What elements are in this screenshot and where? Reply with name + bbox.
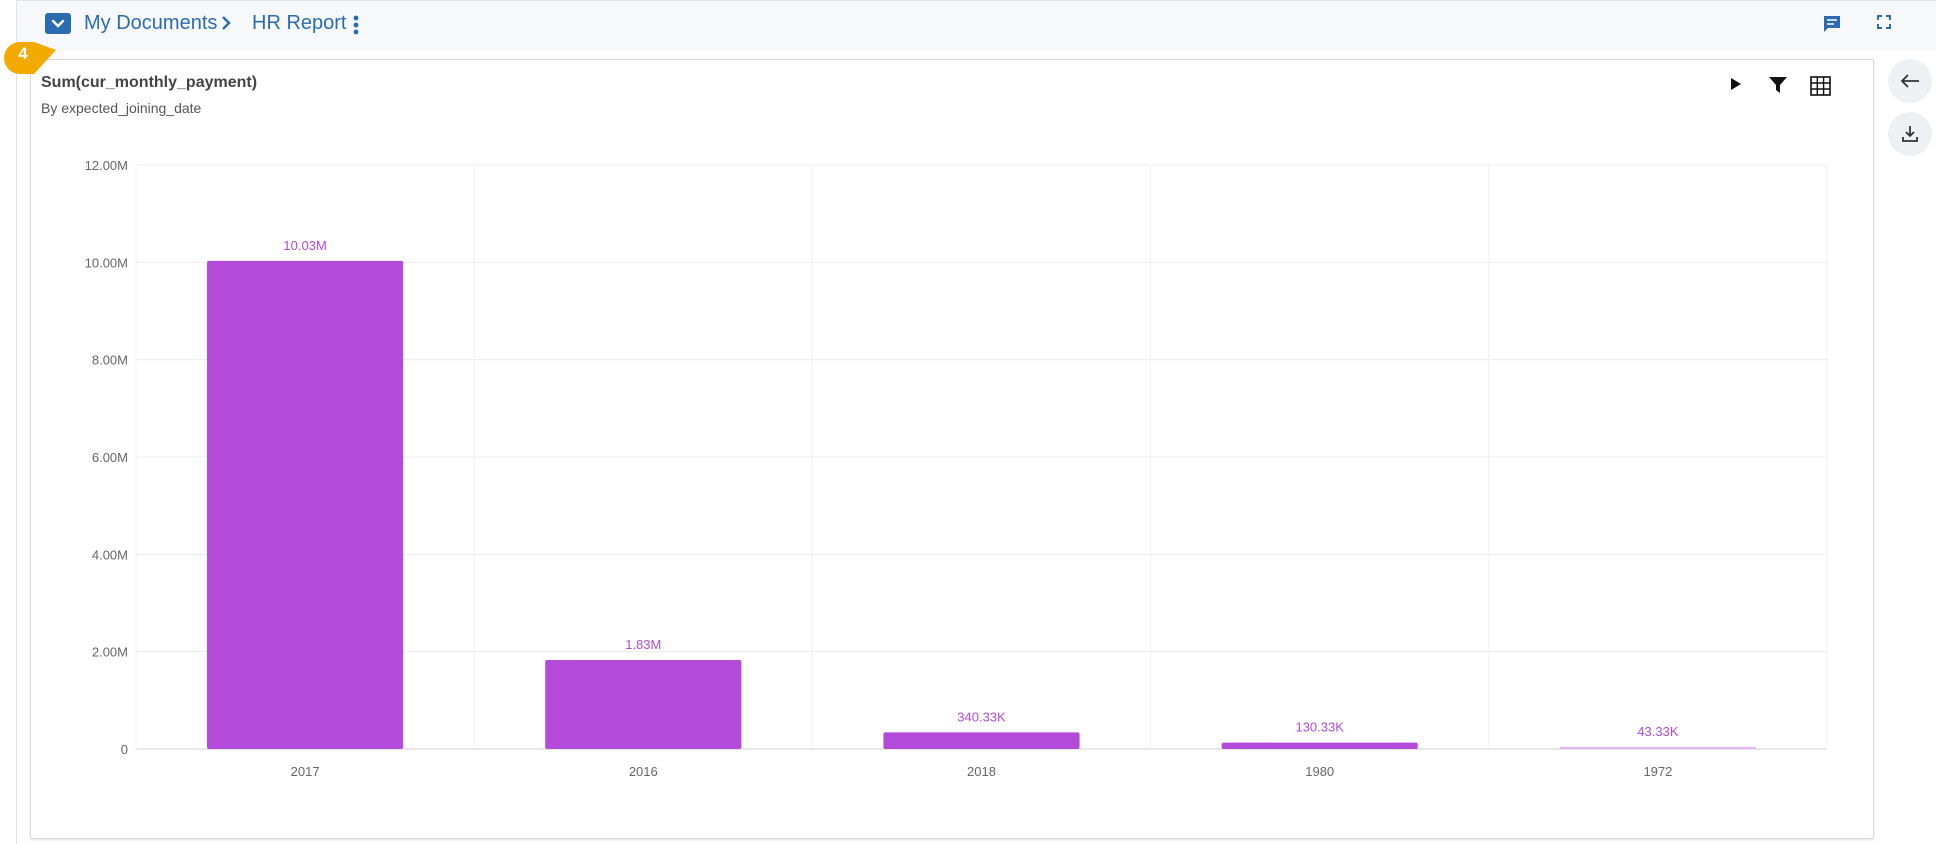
comment-icon[interactable]: [1822, 14, 1842, 39]
bar-data-label: 130.33K: [1295, 720, 1344, 735]
filter-icon[interactable]: [1768, 76, 1788, 99]
bar: [1221, 742, 1418, 749]
download-icon: [1902, 126, 1918, 142]
breadcrumb-hr-report[interactable]: HR Report: [252, 12, 347, 34]
x-tick-label: 2018: [967, 764, 996, 779]
arrow-left-icon: [1900, 74, 1919, 88]
folder-dropdown-icon[interactable]: [45, 13, 71, 34]
bar: [883, 732, 1080, 749]
breadcrumb-my-documents[interactable]: My Documents: [84, 12, 218, 34]
y-tick-label: 0: [121, 742, 128, 757]
chart-subtitle: By expected_joining_date: [41, 100, 202, 116]
back-button[interactable]: [1888, 59, 1932, 103]
bar-data-label: 340.33K: [957, 709, 1006, 724]
y-tick-label: 6.00M: [92, 450, 128, 465]
y-tick-label: 4.00M: [92, 547, 128, 562]
bar-data-label: 10.03M: [283, 238, 326, 253]
step-marker-number: 4: [18, 44, 28, 63]
x-tick-label: 2016: [629, 764, 658, 779]
bar: [1559, 746, 1756, 749]
header-bar: [17, 0, 1936, 51]
chevron-right-icon: [220, 14, 232, 37]
bar: [545, 659, 742, 749]
fullscreen-icon[interactable]: [1876, 14, 1892, 35]
bar-data-label: 43.33K: [1637, 724, 1679, 739]
y-tick-label: 2.00M: [92, 645, 128, 660]
left-divider: [16, 0, 17, 844]
bar-data-label: 1.83M: [625, 637, 661, 652]
bar: [207, 260, 404, 749]
play-icon[interactable]: [1729, 76, 1743, 97]
y-tick-label: 8.00M: [92, 353, 128, 368]
x-tick-label: 1980: [1305, 764, 1334, 779]
y-tick-label: 12.00M: [85, 158, 128, 173]
x-tick-label: 1972: [1643, 764, 1672, 779]
step-marker: [4, 42, 56, 74]
grid-view-icon[interactable]: [1810, 76, 1831, 101]
kebab-menu-icon[interactable]: [352, 14, 360, 41]
y-tick-label: 10.00M: [85, 255, 128, 270]
download-button[interactable]: [1888, 112, 1932, 156]
x-tick-label: 2017: [291, 764, 320, 779]
chart-title: Sum(cur_monthly_payment): [41, 74, 258, 91]
